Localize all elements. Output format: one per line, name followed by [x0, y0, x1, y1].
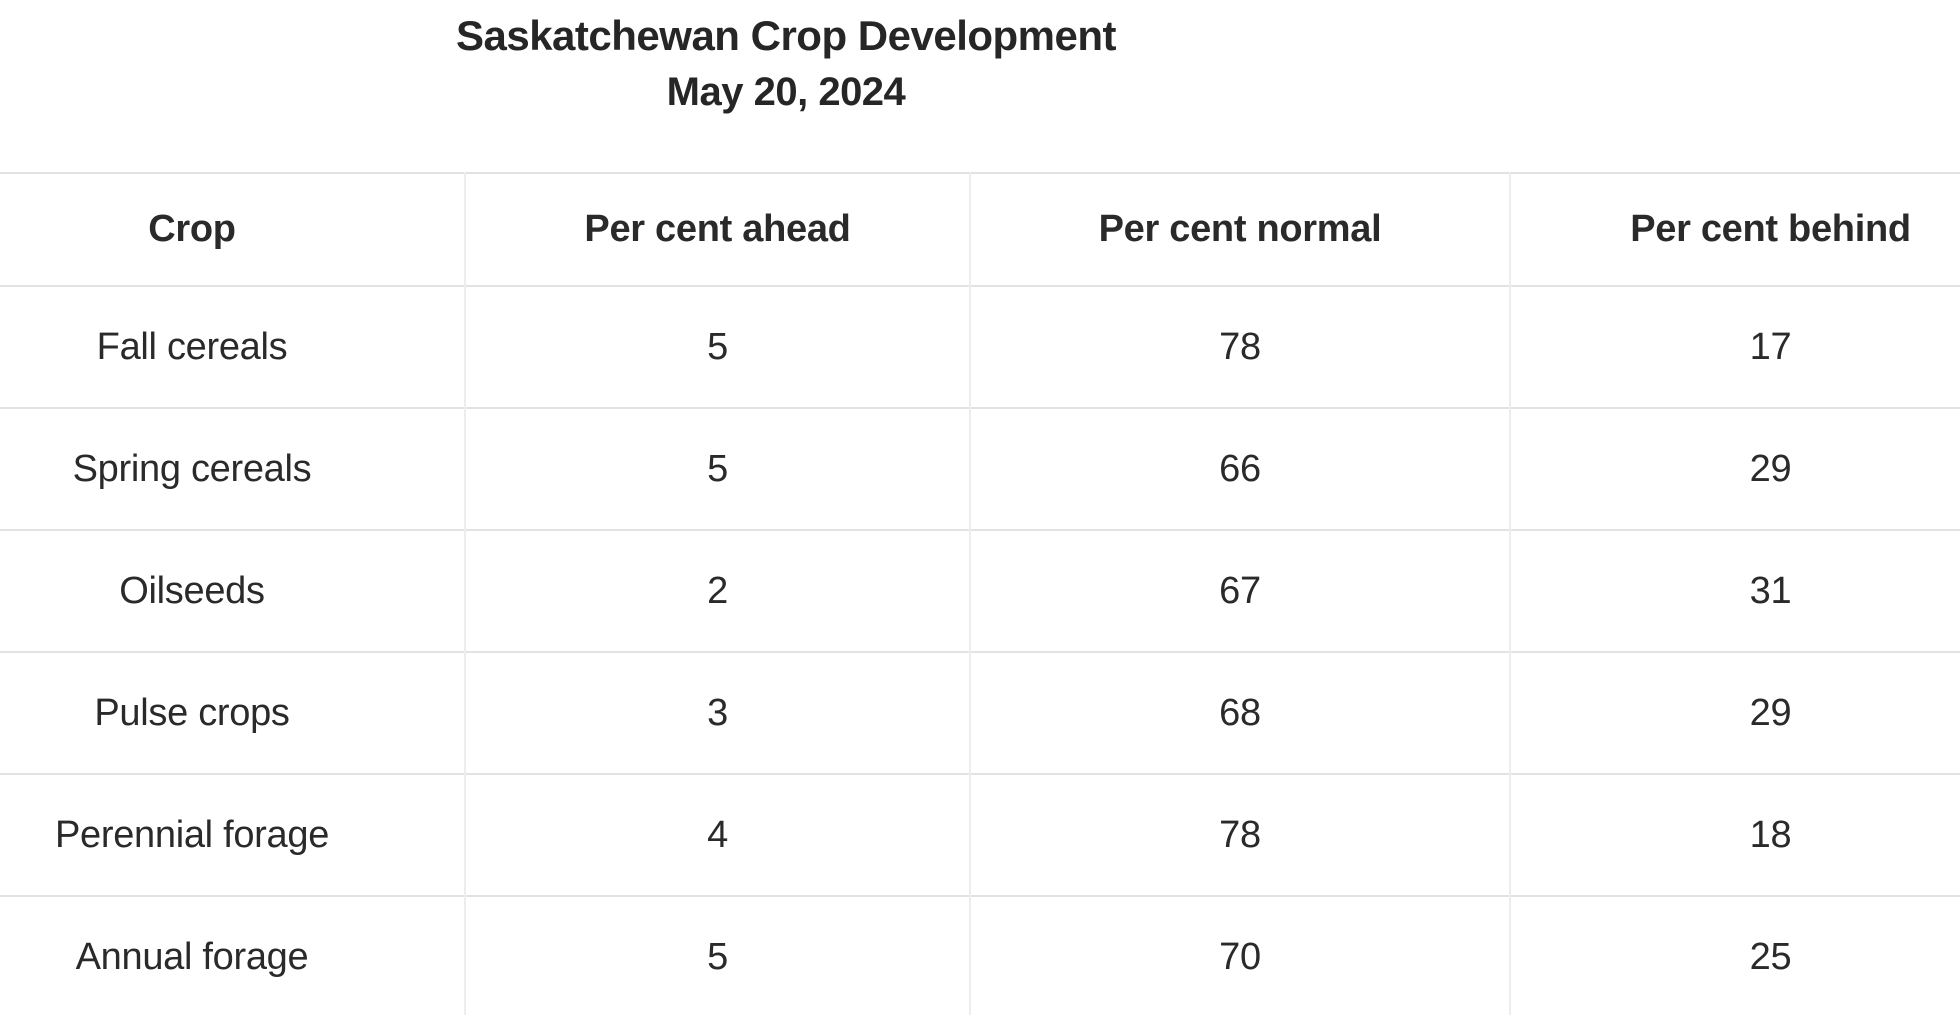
cell-per-cent-normal: 78 [969, 286, 1510, 408]
cell-per-cent-normal: 70 [969, 896, 1510, 1015]
cell-per-cent-normal: 68 [969, 652, 1510, 774]
table-date: May 20, 2024 [666, 70, 906, 114]
cell-per-cent-behind: 18 [1509, 774, 1960, 896]
cell-per-cent-behind: 29 [1509, 408, 1960, 530]
table-header-row: Crop Per cent ahead Per cent normal Per … [0, 173, 1960, 286]
table-row: Perennial forage 4 78 18 [0, 774, 1960, 896]
table-title: Saskatchewan Crop Development [455, 12, 1117, 59]
table-title-block: Saskatchewan Crop Development May 20, 20… [0, 0, 1572, 120]
cell-crop: Pulse crops [0, 652, 465, 774]
column-header-per-cent-normal: Per cent normal [969, 173, 1510, 286]
table-row: Oilseeds 2 67 31 [0, 530, 1960, 652]
cell-per-cent-behind: 31 [1509, 530, 1960, 652]
table-body: Fall cereals 5 78 17 Spring cereals 5 66… [0, 286, 1960, 1015]
crop-development-table: Crop Per cent ahead Per cent normal Per … [0, 172, 1960, 1015]
column-header-per-cent-behind: Per cent behind [1509, 173, 1960, 286]
column-header-per-cent-ahead: Per cent ahead [464, 173, 970, 286]
cell-per-cent-ahead: 5 [464, 896, 970, 1015]
cell-per-cent-ahead: 3 [464, 652, 970, 774]
cell-crop: Spring cereals [0, 408, 465, 530]
cell-per-cent-behind: 25 [1509, 896, 1960, 1015]
cell-per-cent-normal: 66 [969, 408, 1510, 530]
cell-per-cent-behind: 29 [1509, 652, 1960, 774]
cell-crop: Fall cereals [0, 286, 465, 408]
cell-crop: Oilseeds [0, 530, 465, 652]
table-row: Pulse crops 3 68 29 [0, 652, 1960, 774]
cell-per-cent-normal: 67 [969, 530, 1510, 652]
table-row: Annual forage 5 70 25 [0, 896, 1960, 1015]
table-row: Fall cereals 5 78 17 [0, 286, 1960, 408]
cell-per-cent-ahead: 5 [464, 286, 970, 408]
cell-per-cent-behind: 17 [1509, 286, 1960, 408]
cell-crop: Perennial forage [0, 774, 465, 896]
cell-crop: Annual forage [0, 896, 465, 1015]
cell-per-cent-ahead: 2 [464, 530, 970, 652]
cell-per-cent-ahead: 5 [464, 408, 970, 530]
column-header-crop: Crop [0, 173, 465, 286]
cell-per-cent-ahead: 4 [464, 774, 970, 896]
cell-per-cent-normal: 78 [969, 774, 1510, 896]
table-row: Spring cereals 5 66 29 [0, 408, 1960, 530]
